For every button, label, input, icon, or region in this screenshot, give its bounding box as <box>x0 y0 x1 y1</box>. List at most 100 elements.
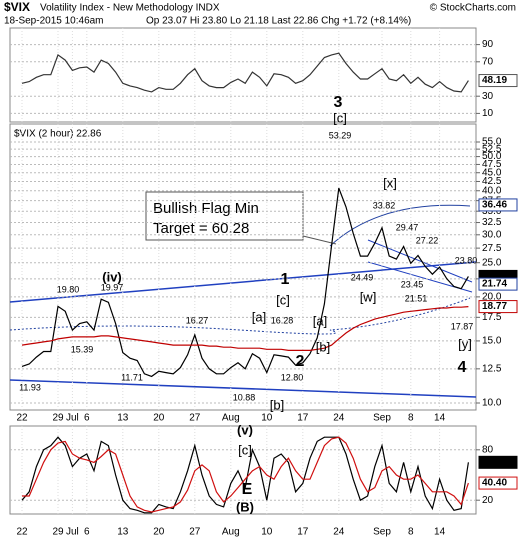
annotation: 23.45 <box>401 279 424 289</box>
x-tick-label: Jul <box>66 413 79 424</box>
trendline <box>9 261 477 303</box>
annotation: 16.27 <box>186 315 209 325</box>
annotation: 15.39 <box>71 344 94 354</box>
x-tick-label: 29 <box>52 413 64 424</box>
y-tick-label: 20.0 <box>482 292 502 303</box>
instrument-name: Volatility Index - New Methodology INDX <box>40 3 220 14</box>
annotation: 29.47 <box>396 222 419 232</box>
annotation: E <box>242 481 253 498</box>
x-tick-label: 14 <box>434 413 446 424</box>
rsi-panel <box>9 27 477 123</box>
x-tick-label: 24 <box>333 413 345 424</box>
price-panel <box>9 123 477 411</box>
y-tick-label: 10 <box>482 108 494 119</box>
series-line <box>21 52 469 93</box>
x-tick-label: 27 <box>189 527 201 538</box>
annotation: (B) <box>236 499 254 514</box>
x-tick-label: 29 <box>52 527 64 538</box>
annotation: [c] <box>238 442 252 457</box>
annotation: 53.29 <box>329 130 352 140</box>
y-tick-label: 90 <box>482 39 494 50</box>
callout-text: Target = 60.28 <box>153 220 249 237</box>
x-tick-label: Aug <box>222 527 240 538</box>
y-tick-label: 15.0 <box>482 336 502 347</box>
value-marker-label: 40.40 <box>482 478 507 489</box>
x-tick-label: 10 <box>261 413 273 424</box>
x-tick-label: 22 <box>16 527 28 538</box>
value-marker <box>478 198 518 212</box>
series-line <box>21 306 469 351</box>
x-tick-label: Sep <box>373 413 391 424</box>
upper-band <box>329 204 471 247</box>
value-marker <box>478 74 518 88</box>
y-tick-label: 45.0 <box>482 167 502 178</box>
annotation: (iv) <box>102 269 122 284</box>
annotation: 24.49 <box>351 272 374 282</box>
x-tick-label: 8 <box>408 527 414 538</box>
series-line <box>21 187 469 378</box>
value-marker-label: 65.10 <box>482 457 507 468</box>
annotation: 19.97 <box>101 282 124 292</box>
symbol: $VIX <box>4 0 30 14</box>
value-marker <box>478 455 518 469</box>
annotation: 12.80 <box>281 372 304 382</box>
source: © StockCharts.com <box>430 3 516 14</box>
y-tick-label: 17.5 <box>482 312 502 323</box>
annotation: [a] <box>313 313 327 328</box>
annotation: 16.28 <box>271 315 294 325</box>
y-tick-label: 30.0 <box>482 229 502 240</box>
x-tick-label: 17 <box>297 413 309 424</box>
stoch-panel <box>9 425 477 515</box>
trendline <box>9 379 477 398</box>
x-tick-label: 27 <box>189 413 201 424</box>
annotation: 33.82 <box>373 200 396 210</box>
y-tick-label: 25.0 <box>482 257 502 268</box>
value-marker-label: 48.19 <box>482 75 507 86</box>
x-tick-label: 20 <box>153 527 165 538</box>
annotation: (v) <box>237 422 253 437</box>
y-tick-label: 10.0 <box>482 398 502 409</box>
y-tick-label: 55.0 <box>482 137 502 148</box>
price-legend: $VIX (2 hour) 22.86 <box>14 129 102 140</box>
annotation: 27.22 <box>416 235 439 245</box>
y-tick-label: 52.5 <box>482 144 502 155</box>
moving-average <box>9 297 471 335</box>
quote: Op 23.07 Hi 23.80 Lo 21.18 Last 22.86 Ch… <box>146 16 411 27</box>
annotation: 23.80 <box>455 255 478 265</box>
x-tick-label: 6 <box>84 527 90 538</box>
annotation: 11.71 <box>121 372 143 382</box>
x-tick-label: 13 <box>117 527 129 538</box>
series-line <box>22 436 469 513</box>
annotation: [a] <box>252 309 266 324</box>
annotation: [x] <box>383 175 397 190</box>
annotation: [w] <box>360 289 377 304</box>
annotation: 3 <box>334 94 343 111</box>
x-tick-label: 17 <box>297 527 309 538</box>
x-tick-label: Jul <box>66 527 79 538</box>
value-marker <box>478 300 518 314</box>
annotation: [y] <box>458 336 472 351</box>
y-tick-label: 50.0 <box>482 151 502 162</box>
value-marker-label: 22.86 <box>482 271 507 282</box>
trendlines <box>9 204 477 398</box>
y-tick-label: 47.5 <box>482 159 502 170</box>
x-tick-label: 6 <box>84 413 90 424</box>
date: 18-Sep-2015 10:46am <box>4 16 104 27</box>
y-tick-label: 12.5 <box>482 363 502 374</box>
x-tick-label: 22 <box>16 413 28 424</box>
x-tick-label: 24 <box>333 527 345 538</box>
y-tick-label: 40.0 <box>482 185 502 196</box>
annotation: [b] <box>316 339 330 354</box>
annotation: 17.87 <box>451 321 474 331</box>
value-marker-label: 21.74 <box>482 279 507 290</box>
y-tick-label: 27.5 <box>482 243 502 254</box>
callout-box <box>145 191 304 241</box>
annotation: 21.51 <box>405 293 428 303</box>
x-tick-label: 10 <box>261 527 273 538</box>
callout-pointer <box>302 235 337 245</box>
value-marker <box>478 277 518 291</box>
y-tick-label: 32.5 <box>482 217 502 228</box>
annotation: 19.80 <box>57 284 80 294</box>
